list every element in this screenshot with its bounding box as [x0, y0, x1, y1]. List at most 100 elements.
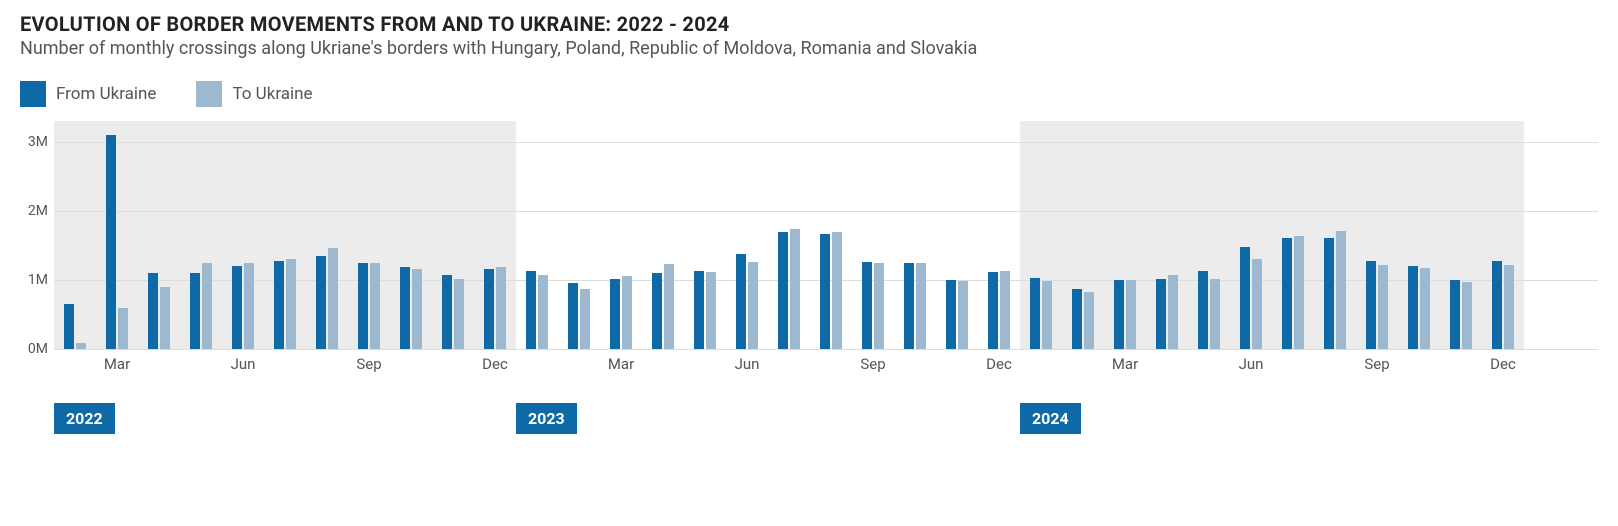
bar-to [832, 232, 842, 349]
bar-from [442, 275, 452, 349]
x-tick-label: Jun [231, 355, 256, 373]
x-axis: MarJunSepDecMarJunSepDecMarJunSepDec [54, 349, 1598, 377]
bar-from [862, 262, 872, 349]
bar-from [1408, 266, 1418, 349]
bar-to [916, 263, 926, 349]
bar-to [1000, 271, 1010, 349]
legend-item: To Ukraine [196, 81, 312, 107]
bar-to [202, 263, 212, 349]
bar-to [370, 263, 380, 349]
plot-outer: 0M1M2M3M [20, 121, 1598, 349]
year-badge: 2023 [516, 403, 577, 434]
bar-to [1084, 292, 1094, 349]
bar-to [1042, 281, 1052, 349]
x-tick-label: Jun [735, 355, 760, 373]
bar-from [148, 273, 158, 349]
chart: 0M1M2M3M MarJunSepDecMarJunSepDecMarJunS… [20, 121, 1598, 437]
bar-from [316, 256, 326, 349]
chart-title: EVOLUTION OF BORDER MOVEMENTS FROM AND T… [20, 12, 1598, 36]
bar-from [1492, 261, 1502, 349]
bar-to [748, 262, 758, 349]
year-badge: 2024 [1020, 403, 1081, 434]
x-tick-label: Mar [608, 355, 634, 373]
bar-from [274, 261, 284, 349]
x-tick-label: Sep [860, 355, 885, 373]
bar-to [664, 264, 674, 349]
bar-from [1156, 279, 1166, 349]
bar-from [1114, 280, 1124, 349]
bar-from [358, 263, 368, 349]
bar-from [1324, 238, 1334, 349]
bar-to [706, 272, 716, 349]
y-axis: 0M1M2M3M [20, 121, 54, 349]
bar-from [1240, 247, 1250, 349]
bar-from [1450, 280, 1460, 349]
legend-item: From Ukraine [20, 81, 156, 107]
bar-from [1282, 238, 1292, 349]
year-badge: 2022 [54, 403, 115, 434]
bar-to [874, 263, 884, 349]
bar-from [190, 273, 200, 349]
bar-to [1294, 236, 1304, 349]
y-tick-label: 3M [28, 134, 48, 150]
bar-to [454, 279, 464, 349]
bar-from [1366, 261, 1376, 349]
legend-label: To Ukraine [232, 84, 312, 104]
y-tick-label: 0M [28, 341, 48, 357]
bar-from [778, 232, 788, 349]
bar-to [1462, 282, 1472, 349]
legend-swatch [196, 81, 222, 107]
bar-from [946, 280, 956, 349]
bar-from [988, 272, 998, 349]
bar-from [526, 271, 536, 349]
bar-to [1378, 265, 1388, 349]
bar-from [484, 269, 494, 349]
bar-from [652, 273, 662, 349]
bar-from [904, 263, 914, 349]
bar-from [232, 266, 242, 349]
chart-subtitle: Number of monthly crossings along Ukrian… [20, 38, 1598, 59]
bar-to [580, 289, 590, 349]
bar-from [736, 254, 746, 349]
bar-to [1420, 268, 1430, 349]
bar-to [286, 259, 296, 349]
legend: From Ukraine To Ukraine [20, 81, 1598, 107]
bar-to [1210, 279, 1220, 349]
bar-to [538, 275, 548, 349]
bar-to [118, 308, 128, 349]
bar-from [64, 304, 74, 349]
bar-from [568, 283, 578, 349]
y-tick-label: 1M [28, 272, 48, 288]
bar-to [1336, 231, 1346, 349]
bar-to [160, 287, 170, 349]
bars [54, 121, 1598, 349]
bar-to [1126, 280, 1136, 349]
bar-to [1252, 259, 1262, 349]
bar-from [400, 267, 410, 349]
x-tick-label: Sep [356, 355, 381, 373]
bar-to [496, 267, 506, 349]
bar-to [328, 248, 338, 349]
bar-to [622, 276, 632, 349]
bar-to [1168, 275, 1178, 349]
bar-from [694, 271, 704, 349]
legend-swatch [20, 81, 46, 107]
bar-to [1504, 265, 1514, 349]
y-tick-label: 2M [28, 203, 48, 219]
legend-label: From Ukraine [56, 84, 156, 104]
x-tick-label: Sep [1364, 355, 1389, 373]
bar-from [106, 135, 116, 349]
plot-area [54, 121, 1598, 349]
bar-from [1030, 278, 1040, 349]
bar-from [1072, 289, 1082, 349]
bar-to [790, 229, 800, 349]
x-tick-label: Dec [482, 355, 508, 373]
bar-from [610, 279, 620, 349]
x-tick-label: Dec [986, 355, 1012, 373]
bar-from [1198, 271, 1208, 349]
year-badges: 2022 2023 2024 [54, 403, 1598, 437]
bar-from [820, 234, 830, 349]
x-tick-label: Jun [1239, 355, 1264, 373]
x-tick-label: Dec [1490, 355, 1516, 373]
x-tick-label: Mar [1112, 355, 1138, 373]
